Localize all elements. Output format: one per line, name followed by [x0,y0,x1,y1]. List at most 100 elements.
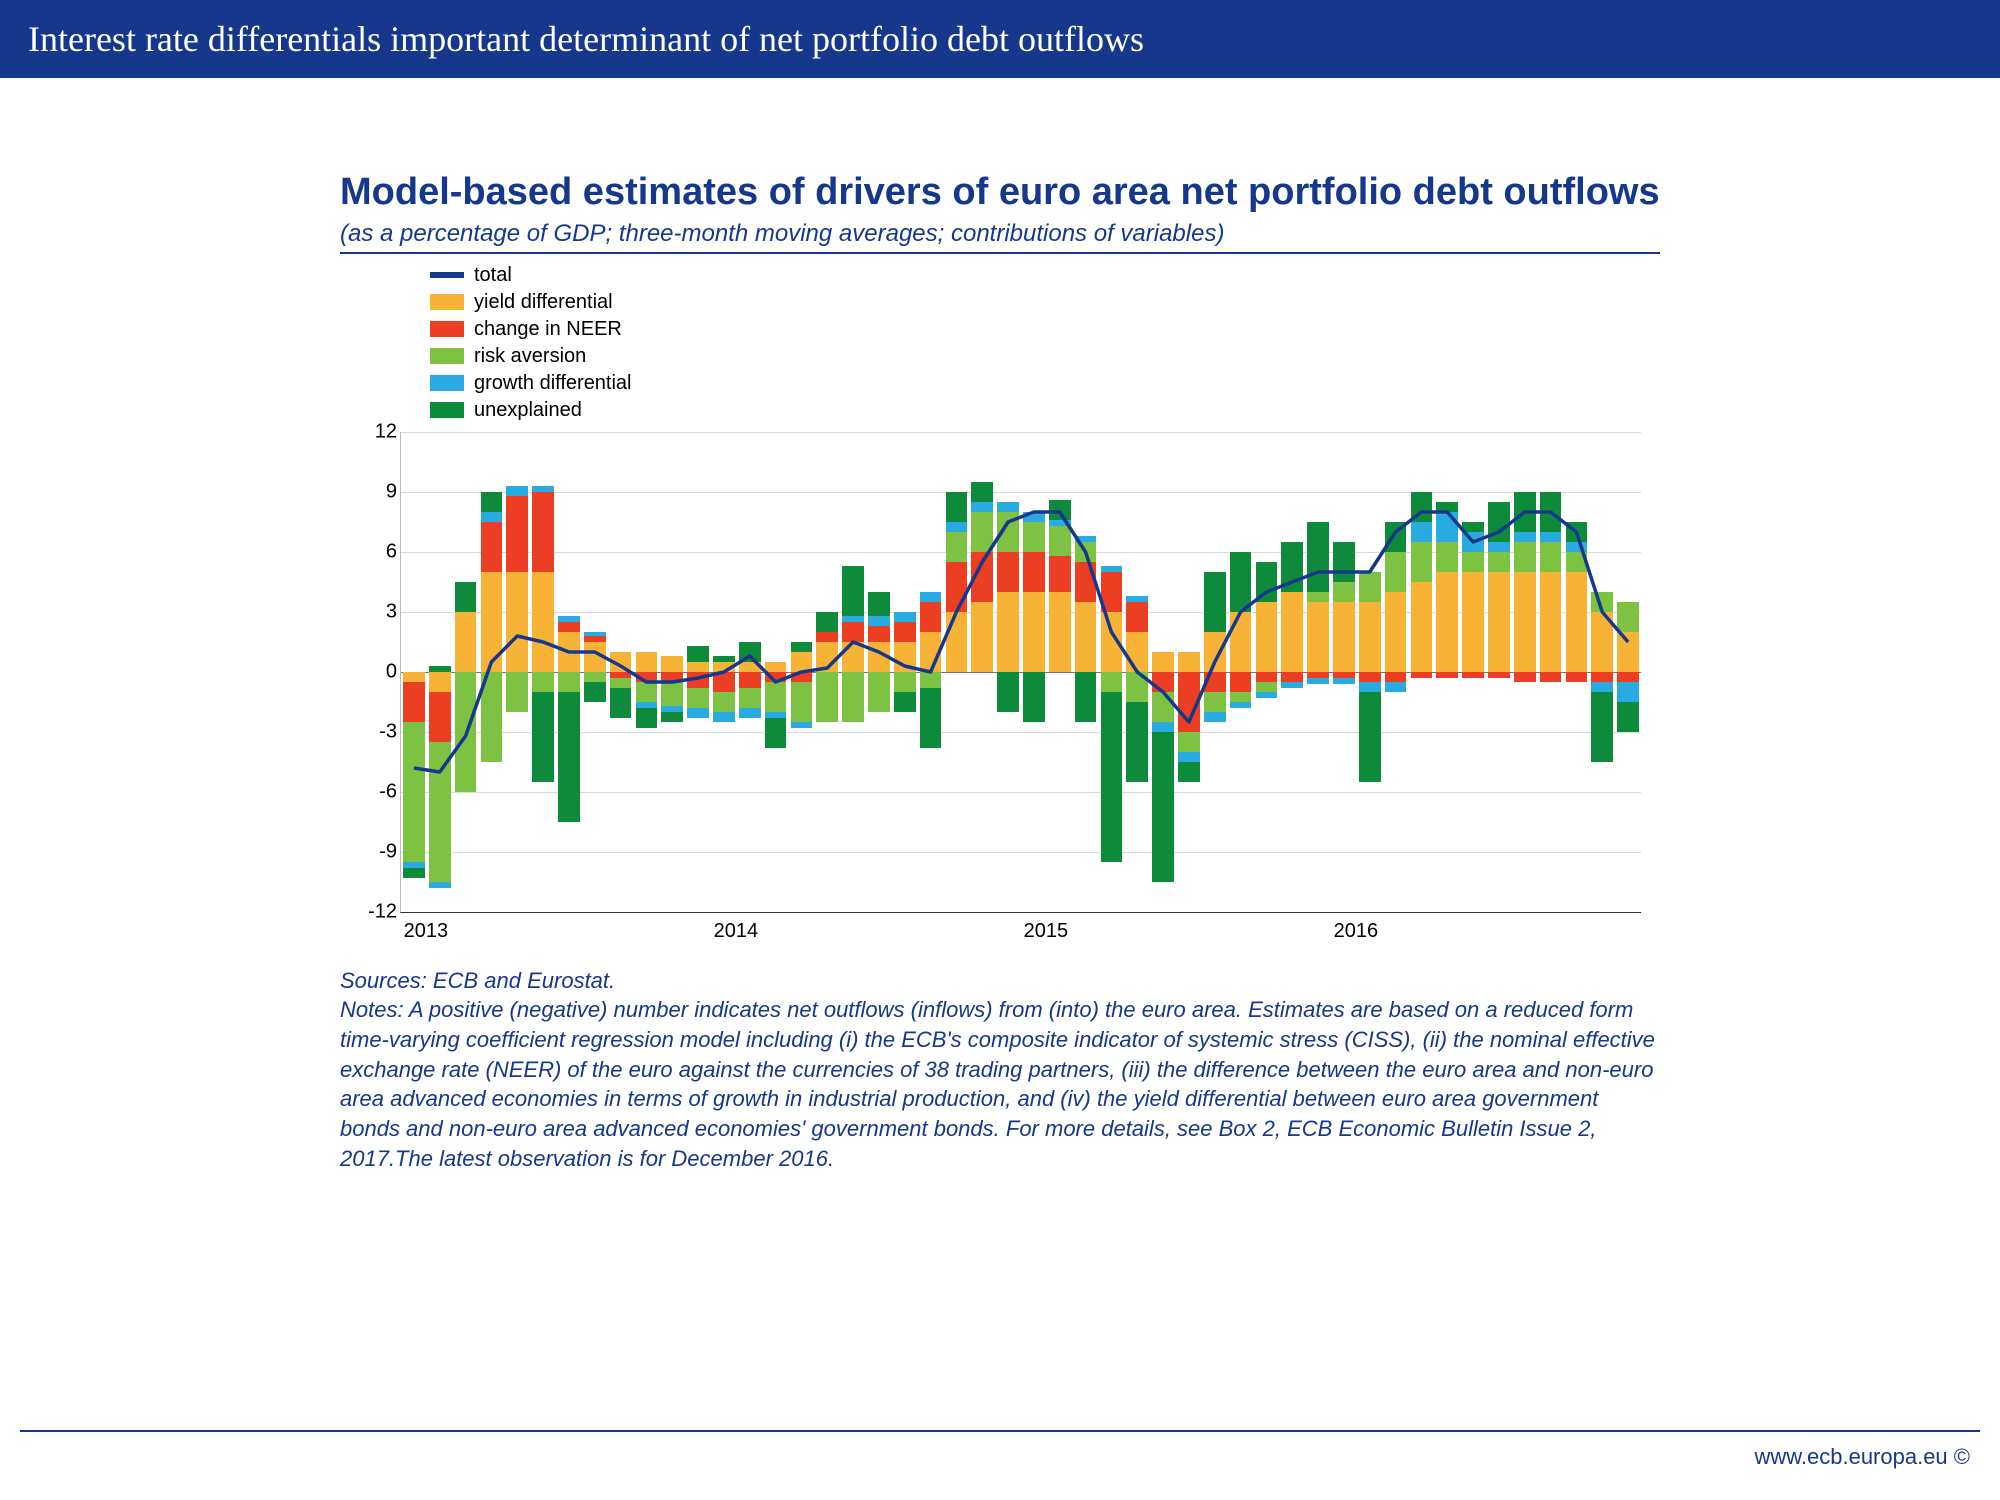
bar-seg-neer [791,672,813,682]
bar-seg-neer [1101,572,1123,612]
bar-seg-yield [1126,632,1148,672]
bar-seg-risk [506,672,528,712]
legend-item-yield: yield differential [430,289,1660,316]
bar-seg-growth [997,502,1019,512]
bar-seg-risk [1436,542,1458,572]
legend-label: yield differential [474,289,613,316]
bar-seg-unex [558,692,580,822]
legend-item-growth: growth differential [430,370,1660,397]
bar-seg-unex [1152,732,1174,882]
bar-seg-yield [1204,632,1226,672]
bar-seg-neer [506,496,528,572]
y-tick-label: -3 [341,720,397,743]
bar-seg-growth [1178,752,1200,762]
notes-body: Notes: A positive (negative) number indi… [340,995,1660,1173]
bar-seg-yield [403,672,425,682]
bar-seg-growth [532,486,554,492]
bar-seg-neer [584,636,606,642]
bar-seg-growth [1385,682,1407,692]
bar-seg-risk [636,682,658,702]
bar-seg-risk [1152,692,1174,722]
y-tick-label: 3 [341,600,397,623]
legend-item-total: total [430,262,1660,289]
bar-seg-yield [1230,612,1252,672]
bar-seg-growth [1256,692,1278,698]
bar-seg-unex [636,708,658,728]
bar-seg-unex [429,666,451,672]
bar-seg-unex [1281,542,1303,592]
bar-seg-neer [997,552,1019,592]
bar-seg-risk [1514,542,1536,572]
bar-seg-growth [1307,678,1329,684]
bar-seg-growth [1126,596,1148,602]
bar-seg-yield [1075,602,1097,672]
bar-seg-yield [1333,602,1355,672]
bar-seg-yield [1488,572,1510,672]
bar-seg-growth [1514,532,1536,542]
bar-seg-yield [1359,602,1381,672]
bar-seg-yield [920,632,942,672]
bar-seg-neer [1049,556,1071,592]
chart-title: Model-based estimates of drivers of euro… [340,170,1660,216]
bar-seg-growth [713,712,735,722]
bar-seg-risk [455,672,477,792]
bar-seg-yield [558,632,580,672]
bar-seg-risk [687,688,709,708]
legend-label: total [474,262,512,289]
chart-subtitle: (as a percentage of GDP; three-month mov… [340,220,1660,248]
bar-seg-growth [1230,702,1252,708]
bar-seg-neer [1462,672,1484,678]
bar-seg-yield [455,612,477,672]
bar-seg-risk [1023,522,1045,552]
footer: www.ecb.europa.eu © [1754,1444,1970,1470]
bar-seg-risk [1178,732,1200,752]
bar-seg-yield [661,656,683,672]
bar-seg-unex [1230,552,1252,612]
bar-seg-neer [1488,672,1510,678]
bar-seg-risk [558,672,580,692]
y-tick-label: 9 [341,480,397,503]
bar-seg-growth [506,486,528,496]
x-tick-label: 2014 [714,920,759,943]
bar-seg-growth [584,632,606,636]
bar-seg-unex [1333,542,1355,582]
bar-seg-risk [429,742,451,882]
bar-seg-unex [1617,702,1639,732]
bar-seg-neer [971,552,993,602]
bar-seg-unex [739,642,761,662]
bar-seg-risk [1333,582,1355,602]
title-divider [340,252,1660,254]
bar-seg-growth [1152,722,1174,732]
bar-seg-growth [1591,682,1613,692]
bar-seg-neer [1617,672,1639,682]
legend-swatch [430,375,464,391]
legend-swatch [430,294,464,310]
bar-seg-neer [739,672,761,688]
bar-seg-risk [1307,592,1329,602]
bar-seg-unex [791,642,813,652]
bar-seg-risk [1385,552,1407,592]
bar-seg-risk [1049,526,1071,556]
bar-seg-yield [481,572,503,672]
bar-seg-neer [1230,672,1252,692]
bar-seg-growth [429,882,451,888]
bar-seg-growth [842,616,864,622]
bar-seg-growth [1049,520,1071,526]
title-banner: Interest rate differentials important de… [0,0,2000,78]
bar-seg-risk [894,672,916,692]
bar-seg-unex [1126,702,1148,782]
bar-seg-neer [558,622,580,632]
bar-seg-neer [1126,602,1148,632]
bar-seg-unex [1514,492,1536,532]
bar-seg-yield [1436,572,1458,672]
bar-seg-neer [636,672,658,682]
bar-seg-unex [1566,522,1588,542]
bar-seg-unex [1385,522,1407,552]
bar-seg-neer [920,602,942,632]
y-tick-label: -6 [341,780,397,803]
bar-seg-yield [971,602,993,672]
bar-seg-risk [842,672,864,722]
bar-seg-growth [1101,566,1123,572]
bar-seg-unex [920,688,942,748]
bar-seg-risk [791,682,813,722]
